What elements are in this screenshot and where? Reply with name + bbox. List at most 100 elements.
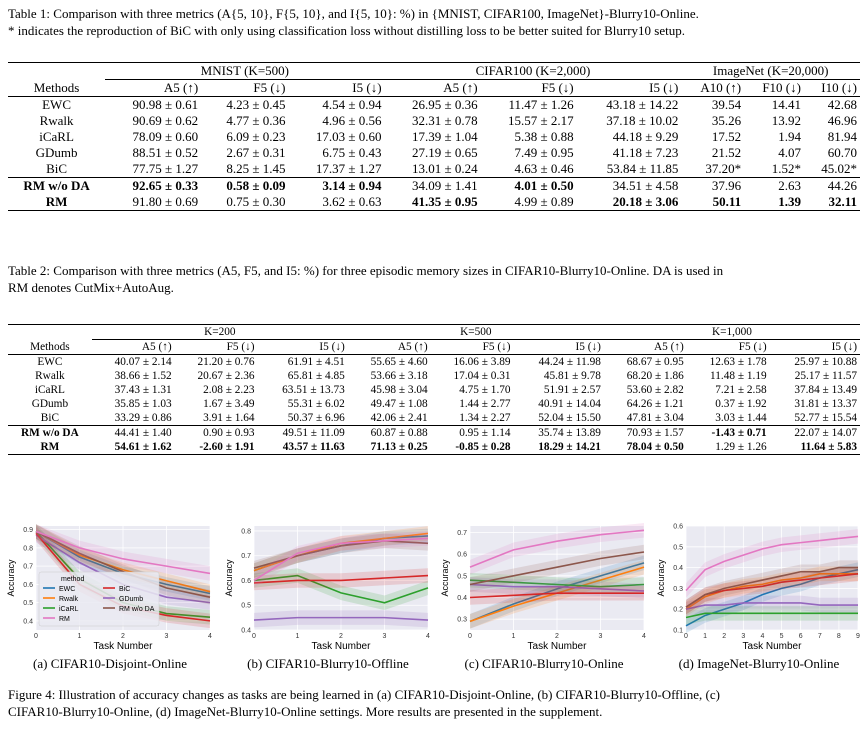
table-cell: 2.08 ± 2.23 (203, 384, 255, 396)
method-name-cell: RM (8, 440, 92, 455)
y-tick-label: 0.4 (241, 628, 251, 635)
series-line (469, 592, 644, 599)
method-name-cell: RM (8, 194, 106, 211)
method-name-cell: Rwalk (35, 370, 65, 382)
method-name-cell: RM w/o DA (8, 425, 92, 440)
table-cell: 3.14 ± 0.94 (288, 177, 385, 194)
series-band (36, 527, 210, 610)
series-line (253, 574, 429, 604)
method-name-cell: EWC (8, 354, 92, 369)
method-name-cell: iCaRL (34, 384, 65, 396)
table-row: iCaRL 78.09 ± 0.60 6.09 ± 0.23 17.03 ± 0.60… (8, 129, 860, 145)
series-line (469, 579, 645, 588)
table-column-header: I5 (↓) (831, 341, 857, 353)
table-column-header: F5 (↓) (253, 80, 286, 95)
table-cell: 37.20* (705, 161, 742, 176)
x-tick-label: 4 (760, 633, 764, 640)
table-cell: 6.75 ± 0.43 (322, 145, 382, 160)
series-line (469, 529, 645, 568)
table-cell: 70.93 ± 1.57 (603, 425, 687, 440)
table-cell: 37.84 ± 13.49 (794, 384, 857, 396)
method-name-cell: GDumb (31, 398, 69, 410)
series-line (253, 537, 429, 582)
table-row: BiC 33.29 ± 0.86 3.91 ± 1.64 50.37 ± 6.96 42… (8, 411, 860, 426)
table-cell: 37.18 ± 10.02 (606, 113, 679, 128)
table1-caption-line2: * indicates the reproduction of BiC with… (8, 23, 686, 38)
table-cell: 7.49 ± 0.95 (514, 145, 574, 160)
table-cell: 46.96 (827, 113, 857, 128)
subcaption-a: (a) CIFAR10-Disjoint-Online (33, 656, 187, 671)
method-name-cell: Rwalk (39, 113, 74, 128)
table-cell: 22.07 ± 14.07 (769, 425, 860, 440)
series-band (36, 524, 210, 605)
table-cell: 18.29 ± 14.21 (513, 440, 604, 455)
table-cell: 54.61 ± 1.62 (91, 440, 175, 455)
table-cell: 34.51 ± 4.58 (576, 177, 682, 194)
table-cell: 11.64 ± 5.83 (769, 440, 860, 455)
table-cell: 1.34 ± 2.27 (459, 412, 511, 424)
table-cell: 64.26 ± 1.21 (626, 398, 684, 410)
series-band (470, 555, 644, 629)
table-cell: 4.77 ± 0.36 (226, 113, 286, 128)
table-cell: 49.51 ± 11.09 (257, 425, 348, 440)
subcaption-d: (d) ImageNet-Blurry10-Online (678, 656, 840, 671)
series-line (253, 540, 429, 569)
table-cell: 35.74 ± 13.89 (513, 425, 604, 440)
table-cell: 50.37 ± 6.96 (287, 412, 345, 424)
table1-group-row: MNIST (K=500) CIFAR100 (K=2,000) ImageNe… (8, 62, 860, 80)
table-cell: 0.58 ± 0.09 (201, 177, 289, 194)
x-tick-label: 0 (252, 633, 256, 640)
x-tick-label: 3 (741, 633, 745, 640)
table-row: BiC 77.75 ± 1.27 8.25 ± 1.45 17.37 ± 1.27 13… (8, 161, 860, 178)
method-name-cell: BiC (40, 412, 59, 424)
table-cell: 71.13 ± 0.25 (347, 440, 431, 455)
table-column-header: A5 (↑) (653, 341, 684, 353)
table-column-header: A10 (↑) (700, 80, 742, 95)
x-tick-label: 4 (426, 633, 430, 640)
method-name-cell: iCaRL (39, 129, 74, 144)
x-tick-label: 6 (799, 633, 803, 640)
table-cell: 32.11 (803, 194, 860, 211)
series-band (686, 595, 858, 617)
series-band (470, 544, 644, 592)
table-column-header: Methods (30, 340, 70, 353)
table-cell: 16.06 ± 3.89 (430, 354, 514, 369)
legend-label: BiC (119, 586, 130, 593)
x-axis-label: Task Number (94, 641, 154, 652)
table-column-header: A5 (↑) (443, 80, 478, 95)
x-tick-label: 7 (818, 633, 822, 640)
series-line (35, 530, 211, 593)
series-band (686, 560, 858, 615)
table-column-header: F5 (↓) (226, 341, 255, 353)
chart-cifar10-blurry10-online: 0.3 0.4 0.5 0.6 0.7 0 1 2 3 4 Task Number Accuracy (440, 523, 646, 652)
table-row: Rwalk 90.69 ± 0.62 4.77 ± 0.36 4.96 ± 0.56 3… (8, 113, 860, 129)
table1-header-row: Methods A5 (↑) F5 (↓) I5 (↓) A5 (↑) F5 (↓) I5 … (8, 80, 860, 97)
figure-caption: Figure 4: Illustration of accuracy chang… (8, 686, 860, 720)
table1-caption-line1: Table 1: Comparison with three metrics (… (8, 6, 699, 21)
table-cell: 50.11 (681, 194, 745, 211)
table-cell: 21.20 ± 0.76 (174, 354, 258, 369)
table-cell: -2.60 ± 1.91 (174, 440, 258, 455)
table2-header-row: Methods A5 (↑) F5 (↓) I5 (↓) A5 (↑) F5 (↓) I5 … (8, 340, 860, 355)
x-tick-label: 4 (208, 633, 212, 640)
table-cell: 3.03 ± 1.44 (715, 412, 767, 424)
table-cell: 26.95 ± 0.36 (384, 96, 481, 113)
table-cell: 11.47 ± 1.26 (480, 96, 577, 113)
table-cell: 4.63 ± 0.46 (514, 161, 574, 176)
legend-label: iCaRL (59, 606, 79, 613)
table2-caption-line1: Table 2: Comparison with three metrics (… (8, 263, 724, 278)
table-cell: 4.54 ± 0.94 (288, 96, 385, 113)
x-tick-label: 3 (165, 633, 169, 640)
x-tick-label: 1 (512, 633, 516, 640)
table-cell: 3.91 ± 1.64 (203, 412, 255, 424)
x-tick-label: 0 (468, 633, 472, 640)
series-band (470, 559, 644, 629)
table-cell: 43.57 ± 11.63 (257, 440, 348, 455)
table-cell: 8.25 ± 1.45 (226, 161, 286, 176)
table-row: Rwalk 38.66 ± 1.52 20.67 ± 2.36 65.81 ± 4.8… (8, 369, 860, 383)
series-line (35, 530, 211, 575)
chart-imagenet-blurry10-online: 0.1 0.2 0.3 0.4 0.5 0.6 0 1 2 3 4 5 6 7 8 9 Task Number A… (656, 524, 860, 653)
table-cell: 20.18 ± 3.06 (576, 194, 682, 211)
legend-label: EWC (59, 586, 75, 593)
table-cell: 21.52 (711, 145, 742, 160)
